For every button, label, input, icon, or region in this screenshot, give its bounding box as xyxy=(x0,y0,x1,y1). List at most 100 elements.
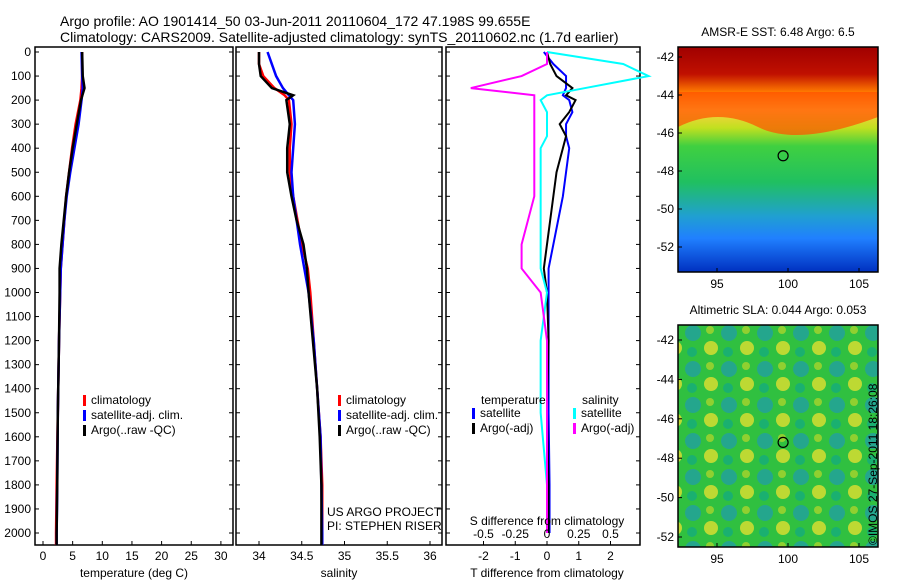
tdiff-legend-label: Argo(-adj) xyxy=(480,421,533,435)
s-tick-label: 0.5 xyxy=(602,527,619,541)
tdiff-legend-swatch xyxy=(472,423,475,434)
tdiff-legend-swatch xyxy=(472,408,475,419)
sst-map-argo-marker xyxy=(777,150,789,162)
s-tick-label: -0.25 xyxy=(502,527,530,541)
sdiff-legend-label: Argo(-adj) xyxy=(581,421,634,435)
x-tick-label: 34.5 xyxy=(290,549,314,563)
x-axis-label: salinity xyxy=(321,566,358,580)
sdiff-legend-swatch xyxy=(573,408,576,419)
sla-map-lat-label: -48 xyxy=(657,451,675,465)
x-tick-label: 35.5 xyxy=(376,549,400,563)
y-tick-label: 0 xyxy=(24,45,31,59)
sal-legend-label: satellite-adj. clim. xyxy=(346,408,438,422)
sla-map-lon-label: 100 xyxy=(778,552,798,566)
x-tick-label: 1 xyxy=(575,549,582,563)
sla-map-title: Altimetric SLA: 0.044 Argo: 0.053 xyxy=(690,303,867,317)
x-tick-label: 0 xyxy=(40,549,47,563)
sdiff-legend-label: satellite xyxy=(581,406,622,420)
y-tick-label: 300 xyxy=(11,117,31,131)
x-tick-label: 2 xyxy=(607,549,614,563)
sal-legend-label: climatology xyxy=(346,393,406,407)
s-tick-label: -0.5 xyxy=(473,527,494,541)
x-tick-label: 0 xyxy=(544,549,551,563)
salinity-series-1 xyxy=(266,51,324,546)
y-tick-label: 100 xyxy=(11,69,31,83)
y-tick-label: 1700 xyxy=(4,454,31,468)
y-tick-label: 1500 xyxy=(4,406,31,420)
x-tick-label: 20 xyxy=(155,549,169,563)
y-tick-label: 800 xyxy=(11,237,31,251)
s-tick-label: 0 xyxy=(544,527,551,541)
x-tick-label: 35 xyxy=(338,549,352,563)
x-tick-label: 34 xyxy=(252,549,266,563)
title-line-2: Climatology: CARS2009. Satellite-adjuste… xyxy=(60,29,619,45)
sla-map-frame xyxy=(677,324,879,548)
y-tick-label: 1200 xyxy=(4,334,31,348)
sla-map-lon-label: 105 xyxy=(849,552,869,566)
sla-map-heatmap xyxy=(678,325,878,547)
sst-warm-band xyxy=(678,92,878,135)
temp-legend-label: climatology xyxy=(91,393,151,407)
sst-map-lat-label: -44 xyxy=(657,88,675,102)
x-tick-label: 15 xyxy=(125,549,139,563)
x-tick-label: 25 xyxy=(185,549,199,563)
project-label: US ARGO PROJECT xyxy=(327,505,442,519)
y-tick-label: 1600 xyxy=(4,430,31,444)
title-line-1: Argo profile: AO 1901414_50 03-Jun-2011 … xyxy=(60,13,531,29)
x-tick-label: 30 xyxy=(214,549,228,563)
legend-title-salinity: salinity xyxy=(582,393,619,407)
sst-map-lon-label: 95 xyxy=(710,277,724,291)
difference-series-3 xyxy=(470,52,548,533)
pi-label: PI: STEPHEN RISER xyxy=(327,519,442,533)
salinity-series-2 xyxy=(257,52,323,546)
s-tick-label: 0.25 xyxy=(567,527,591,541)
difference-series-1 xyxy=(542,51,577,533)
x-axis-label: T difference from climatology xyxy=(470,566,624,580)
temp-legend-swatch xyxy=(83,395,86,406)
sla-map-lon-label: 95 xyxy=(710,552,724,566)
s-axis-label: S difference from climatology xyxy=(470,514,625,528)
temperature-panel xyxy=(34,46,234,546)
sal-legend-label: Argo(..raw -QC) xyxy=(346,423,431,437)
x-tick-label: -1 xyxy=(510,549,521,563)
sst-map-lon-label: 100 xyxy=(778,277,798,291)
y-tick-label: 2000 xyxy=(4,526,31,540)
y-tick-label: 400 xyxy=(11,141,31,155)
difference-series-2 xyxy=(539,51,652,533)
temp-legend-swatch xyxy=(83,425,86,436)
legend-title-temperature: temperature xyxy=(481,393,546,407)
x-tick-label: 5 xyxy=(69,549,76,563)
temp-legend-swatch xyxy=(83,410,86,421)
sst-map-heatmap xyxy=(678,47,878,272)
difference-panel xyxy=(445,46,641,546)
sst-map-lat-label: -48 xyxy=(657,164,675,178)
x-axis-label: temperature (deg C) xyxy=(80,566,188,580)
sst-map-lon-label: 105 xyxy=(849,277,869,291)
sla-map-lat-label: -52 xyxy=(657,530,675,544)
copyright-stamp: ©IMOS 27-Sep-2011 18:26:08 xyxy=(866,383,880,545)
sal-legend-swatch xyxy=(338,425,341,436)
temp-legend-label: satellite-adj. clim. xyxy=(91,408,183,422)
x-tick-label: 10 xyxy=(96,549,110,563)
sla-map-lat-label: -46 xyxy=(657,412,675,426)
y-tick-label: 1400 xyxy=(4,382,31,396)
y-tick-label: 1800 xyxy=(4,478,31,492)
y-tick-label: 1100 xyxy=(5,310,31,324)
sla-map-lat-label: -42 xyxy=(657,333,675,347)
sdiff-legend-swatch xyxy=(573,423,576,434)
y-tick-label: 600 xyxy=(11,189,31,203)
sal-legend-swatch xyxy=(338,395,341,406)
tdiff-legend-label: satellite xyxy=(480,406,521,420)
sst-map-lat-label: -42 xyxy=(657,50,675,64)
sst-map-frame xyxy=(677,46,879,273)
y-tick-label: 1900 xyxy=(4,502,31,516)
x-tick-label: -2 xyxy=(478,549,489,563)
salinity-panel xyxy=(235,46,443,546)
temp-legend-label: Argo(..raw -QC) xyxy=(91,423,176,437)
sst-map-lat-label: -46 xyxy=(657,126,675,140)
sla-map-lat-label: -44 xyxy=(657,372,675,386)
sst-map-title: AMSR-E SST: 6.48 Argo: 6.5 xyxy=(701,25,855,39)
y-tick-label: 1000 xyxy=(4,286,31,300)
